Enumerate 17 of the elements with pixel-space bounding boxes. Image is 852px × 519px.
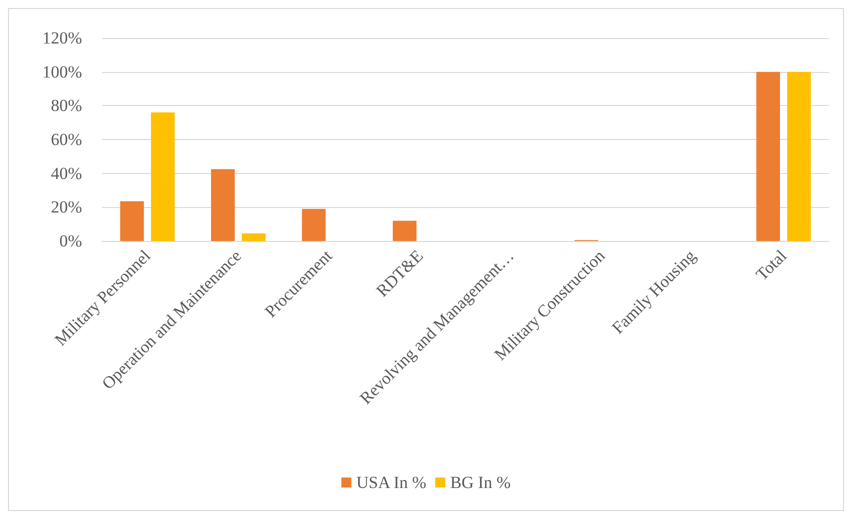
bar bbox=[302, 208, 326, 241]
bar bbox=[787, 72, 811, 241]
bar bbox=[211, 169, 235, 241]
bar bbox=[120, 201, 144, 241]
bar bbox=[150, 112, 175, 241]
y-tick-label: 0% bbox=[59, 232, 82, 250]
bar bbox=[242, 233, 266, 241]
y-tick-label: 60% bbox=[50, 130, 82, 149]
y-tick-label: 120% bbox=[42, 28, 82, 48]
legend-label: USA In % bbox=[356, 473, 426, 492]
legend-label: BG In % bbox=[450, 473, 511, 492]
y-tick-label: 100% bbox=[42, 62, 82, 82]
y-tick-label: 40% bbox=[50, 164, 82, 183]
bar bbox=[756, 72, 780, 241]
y-tick-label: 80% bbox=[50, 96, 82, 116]
y-tick-label: 20% bbox=[50, 198, 82, 217]
bar bbox=[392, 220, 417, 241]
